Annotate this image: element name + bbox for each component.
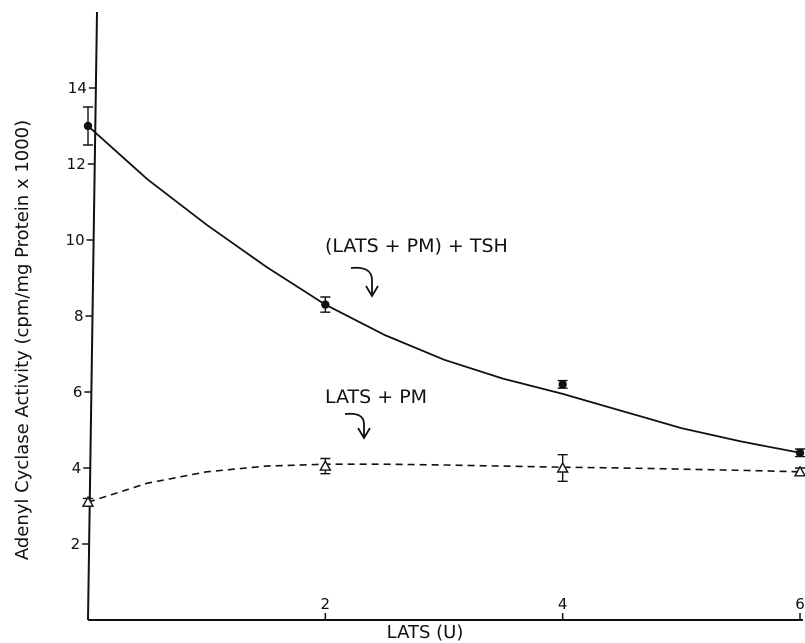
arrow-control xyxy=(344,412,371,440)
y-ticks: 2 4 6 8 10 12 14 xyxy=(66,79,96,553)
x-axis-label: LATS (U) xyxy=(387,622,464,643)
data-point-0-1 xyxy=(321,300,330,309)
data-point-1-1 xyxy=(319,459,332,471)
data-point-0-3 xyxy=(795,448,805,457)
data-point-0-0 xyxy=(83,121,93,131)
y-tick-label-14: 14 xyxy=(68,79,87,97)
y-tick-label-12: 12 xyxy=(67,155,86,173)
y-tick-label-4: 4 xyxy=(72,459,82,477)
y-tick-label-6: 6 xyxy=(73,383,83,401)
data-point-1-2 xyxy=(556,461,569,473)
series-line-1 xyxy=(87,463,801,503)
series-label-treated: (LATS + PM) + TSH xyxy=(325,235,508,257)
data-point-1-0 xyxy=(81,495,95,507)
arrow-treated xyxy=(350,266,379,298)
error-bars xyxy=(83,106,805,507)
x-tick-label-2: 2 xyxy=(321,595,331,613)
axes xyxy=(87,11,803,621)
markers xyxy=(81,121,805,507)
x-ticks: 2 4 6 xyxy=(321,595,805,620)
curves xyxy=(87,125,801,503)
series-line-0 xyxy=(87,125,801,454)
y-tick-label-8: 8 xyxy=(74,307,84,325)
x-tick-label-6: 6 xyxy=(795,595,805,613)
y-tick-label-10: 10 xyxy=(66,231,85,249)
x-tick-label-4: 4 xyxy=(558,595,568,613)
data-point-0-2 xyxy=(558,380,567,389)
y-axis-label: Adenyl Cyclase Activity (cpm/mg Protein … xyxy=(12,120,33,560)
data-point-1-3 xyxy=(793,465,805,477)
series-label-control: LATS + PM xyxy=(325,386,427,408)
y-tick-label-2: 2 xyxy=(71,535,81,553)
